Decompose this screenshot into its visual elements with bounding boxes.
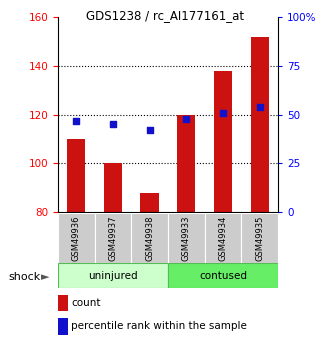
Text: GSM49938: GSM49938: [145, 216, 154, 261]
Bar: [140, 193, 159, 212]
Text: GDS1238 / rc_AI177161_at: GDS1238 / rc_AI177161_at: [86, 9, 245, 22]
Bar: [251, 37, 269, 212]
Bar: [58, 213, 95, 264]
Point: [147, 128, 152, 133]
Text: GSM49936: GSM49936: [72, 216, 81, 261]
Text: GSM49934: GSM49934: [218, 216, 227, 261]
Bar: [177, 115, 196, 212]
Bar: [95, 213, 131, 264]
Point: [184, 116, 189, 121]
Bar: [104, 164, 122, 212]
Bar: [168, 213, 205, 264]
Bar: [168, 263, 278, 288]
Text: ►: ►: [41, 272, 50, 282]
Bar: [58, 263, 168, 288]
Point: [73, 118, 79, 123]
Text: percentile rank within the sample: percentile rank within the sample: [71, 322, 247, 331]
Bar: [205, 213, 241, 264]
Text: uninjured: uninjured: [88, 271, 138, 280]
Point: [257, 104, 262, 110]
Text: GSM49935: GSM49935: [255, 216, 264, 261]
Bar: [131, 213, 168, 264]
Text: shock: shock: [8, 272, 40, 282]
Text: contused: contused: [199, 271, 247, 280]
Text: count: count: [71, 298, 101, 308]
Text: GSM49933: GSM49933: [182, 216, 191, 261]
Bar: [241, 213, 278, 264]
Point: [220, 110, 226, 116]
Bar: [67, 139, 85, 212]
Text: GSM49937: GSM49937: [109, 216, 118, 261]
Bar: [214, 71, 232, 212]
Point: [110, 122, 116, 127]
